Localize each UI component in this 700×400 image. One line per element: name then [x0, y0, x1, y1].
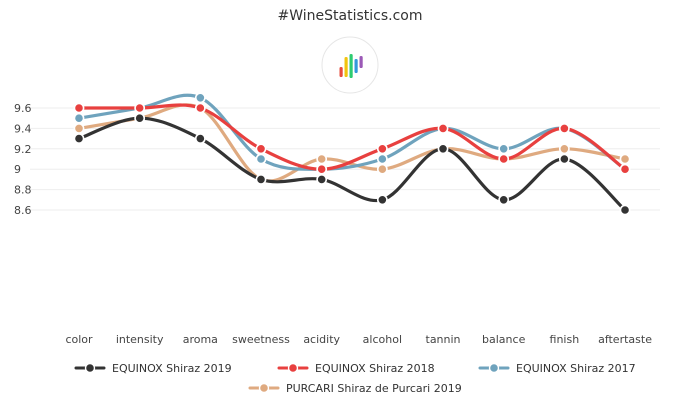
- data-point[interactable]: [376, 153, 388, 165]
- data-point[interactable]: [73, 102, 85, 114]
- legend-label: PURCARI Shiraz de Purcari 2019: [286, 382, 462, 395]
- y-tick-label: 8.8: [14, 184, 32, 197]
- y-tick-label: 9.6: [14, 102, 32, 115]
- y-tick-label: 9.4: [14, 122, 32, 135]
- legend-label: EQUINOX Shiraz 2018: [315, 362, 435, 375]
- data-point[interactable]: [73, 122, 85, 134]
- legend-swatch-marker: [488, 362, 500, 374]
- y-tick-label: 9: [14, 163, 21, 176]
- logo-bar: [344, 57, 348, 77]
- y-tick-label: 9.2: [14, 143, 32, 156]
- data-point[interactable]: [619, 163, 631, 175]
- data-point[interactable]: [255, 153, 267, 165]
- x-tick-label: intensity: [116, 333, 164, 346]
- data-point[interactable]: [316, 163, 328, 175]
- data-point[interactable]: [558, 143, 570, 155]
- data-point[interactable]: [498, 153, 510, 165]
- x-tick-label: aftertaste: [598, 333, 652, 346]
- x-tick-label: aroma: [183, 333, 218, 346]
- logo-bar: [354, 59, 358, 73]
- logo-bar: [349, 54, 353, 78]
- legend-item[interactable]: PURCARI Shiraz de Purcari 2019: [248, 382, 462, 395]
- data-point[interactable]: [619, 153, 631, 165]
- series-line: [77, 103, 627, 171]
- legend-item[interactable]: EQUINOX Shiraz 2018: [277, 362, 435, 375]
- data-point[interactable]: [619, 204, 631, 216]
- data-point[interactable]: [498, 194, 510, 206]
- x-tick-label: sweetness: [232, 333, 290, 346]
- data-point[interactable]: [134, 102, 146, 114]
- data-point[interactable]: [255, 143, 267, 155]
- bar-chart-logo-icon[interactable]: [321, 36, 379, 94]
- series-line: [77, 93, 627, 171]
- legend: EQUINOX Shiraz 2019 EQUINOX Shiraz 2018 EQ…: [74, 362, 636, 395]
- x-tick-label: finish: [550, 333, 580, 346]
- series-4: [73, 102, 631, 185]
- data-point[interactable]: [255, 173, 267, 185]
- data-point[interactable]: [73, 133, 85, 144]
- legend-swatch-marker: [258, 382, 270, 394]
- logo-bar: [339, 67, 343, 77]
- x-tick-label: color: [65, 333, 93, 346]
- series-2: [73, 102, 631, 175]
- data-point[interactable]: [437, 122, 449, 134]
- data-point[interactable]: [73, 112, 85, 124]
- data-point[interactable]: [134, 112, 146, 124]
- legend-label: EQUINOX Shiraz 2019: [112, 362, 232, 375]
- data-point[interactable]: [194, 133, 206, 144]
- x-tick-label: alcohol: [363, 333, 402, 346]
- data-point[interactable]: [437, 143, 449, 155]
- y-axis: 8.6 8.8 9 9.2 9.4 9.6: [14, 102, 32, 217]
- y-tick-label: 8.6: [14, 204, 32, 217]
- logo-bar: [359, 56, 363, 68]
- legend-swatch-marker: [84, 362, 96, 374]
- data-point[interactable]: [194, 102, 206, 114]
- data-point[interactable]: [558, 122, 570, 134]
- data-point[interactable]: [316, 173, 328, 185]
- legend-item[interactable]: EQUINOX Shiraz 2019: [74, 362, 232, 375]
- x-tick-label: balance: [482, 333, 526, 346]
- data-point[interactable]: [376, 163, 388, 175]
- legend-item[interactable]: EQUINOX Shiraz 2017: [478, 362, 636, 375]
- series-1: [73, 112, 631, 216]
- data-point[interactable]: [194, 92, 206, 104]
- x-tick-label: acidity: [303, 333, 340, 346]
- data-point[interactable]: [376, 143, 388, 155]
- legend-swatch-marker: [287, 362, 299, 374]
- series-line: [77, 116, 627, 212]
- data-point[interactable]: [558, 153, 570, 165]
- data-point[interactable]: [376, 194, 388, 206]
- data-point[interactable]: [498, 143, 510, 155]
- series-group: [73, 92, 631, 216]
- site-title[interactable]: #WineStatistics.com: [278, 8, 423, 24]
- x-axis: color intensity aroma sweetness acidity alcoh…: [65, 333, 652, 346]
- data-point[interactable]: [316, 153, 328, 165]
- legend-label: EQUINOX Shiraz 2017: [516, 362, 636, 375]
- x-tick-label: tannin: [426, 333, 461, 346]
